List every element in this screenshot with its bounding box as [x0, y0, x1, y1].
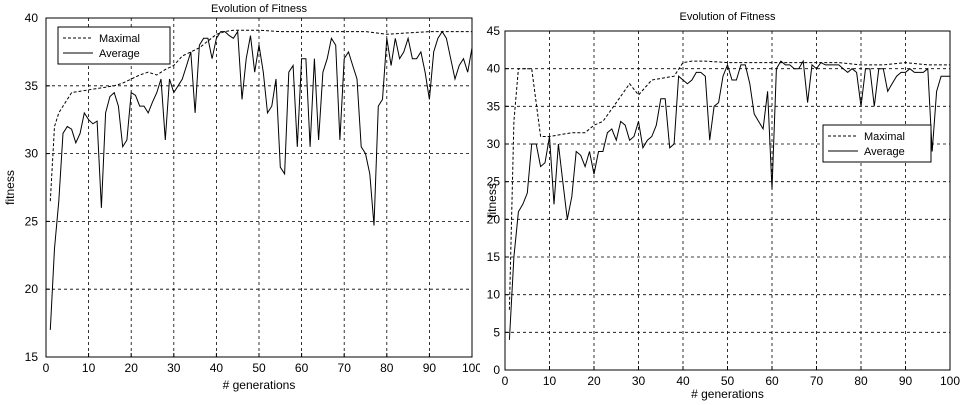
chart-title: Evolution of Fitness [211, 3, 307, 15]
series-line-maximal [49, 29, 472, 202]
y-tick-label: 30 [25, 147, 39, 161]
grid [505, 31, 950, 370]
legend: Maximal Average [57, 26, 171, 65]
y-tick-label: 10 [487, 288, 501, 302]
legend-label-maximal: Maximal [99, 33, 140, 45]
x-tick-label: 70 [338, 361, 352, 375]
fitness-chart-left: 0 10 20 30 40 50 60 70 80 90 100 15 20 25 30 35 40 Evolut… [3, 3, 480, 392]
y-tick-label: 20 [487, 212, 501, 226]
fitness-chart-right: 0 10 20 30 40 50 60 70 80 90 100 0 5 10 15 20 25 30 35 40 45… [486, 11, 960, 401]
x-tick-label: 80 [854, 374, 868, 388]
x-axis-title: # generations [223, 378, 296, 392]
y-tick-label: 35 [487, 99, 501, 113]
legend: Maximal Average [822, 124, 932, 163]
x-tick-label: 90 [423, 361, 437, 375]
x-tick-label: 70 [810, 374, 824, 388]
x-tick-label: 60 [295, 361, 309, 375]
x-tick-label: 30 [632, 374, 646, 388]
y-tick-label: 25 [487, 175, 501, 189]
legend-box [57, 26, 171, 65]
series-line-average [508, 59, 950, 340]
y-axis-title: fitness [486, 183, 499, 218]
legend-label-maximal: Maximal [864, 131, 905, 143]
y-tick-label: 35 [25, 79, 39, 93]
x-tick-label: 80 [380, 361, 394, 375]
series-line-average [49, 30, 473, 330]
x-axis-title: # generations [691, 387, 764, 401]
x-tick-label: 100 [462, 361, 480, 375]
x-tick-label: 50 [721, 374, 735, 388]
series-line-maximal [508, 60, 950, 310]
legend-label-average: Average [99, 48, 140, 60]
y-tick-label: 20 [25, 282, 39, 296]
x-tick-label: 0 [502, 374, 509, 388]
x-tick-label: 20 [125, 361, 139, 375]
y-tick-label: 15 [487, 250, 501, 264]
y-tick-label: 45 [487, 24, 501, 38]
y-tick-label: 15 [25, 350, 39, 364]
y-tick-label: 25 [25, 214, 39, 228]
y-tick-label: 40 [487, 62, 501, 76]
legend-label-average: Average [864, 146, 905, 158]
x-tick-label: 30 [167, 361, 181, 375]
y-tick-label: 30 [487, 137, 501, 151]
grid [46, 18, 472, 357]
x-tick-label: 0 [43, 361, 50, 375]
chart-title: Evolution of Fitness [680, 11, 776, 23]
y-tick-label: 0 [493, 363, 500, 377]
y-tick-label: 5 [493, 325, 500, 339]
x-tick-label: 100 [940, 374, 960, 388]
x-tick-label: 10 [82, 361, 96, 375]
x-tick-label: 50 [252, 361, 266, 375]
x-tick-label: 40 [676, 374, 690, 388]
x-tick-label: 90 [899, 374, 913, 388]
x-tick-label: 60 [765, 374, 779, 388]
x-tick-label: 40 [210, 361, 224, 375]
y-axis-title: fitness [3, 170, 17, 205]
y-tick-label: 40 [25, 11, 39, 25]
x-tick-label: 10 [543, 374, 557, 388]
legend-box [822, 124, 932, 163]
x-tick-label: 20 [587, 374, 601, 388]
